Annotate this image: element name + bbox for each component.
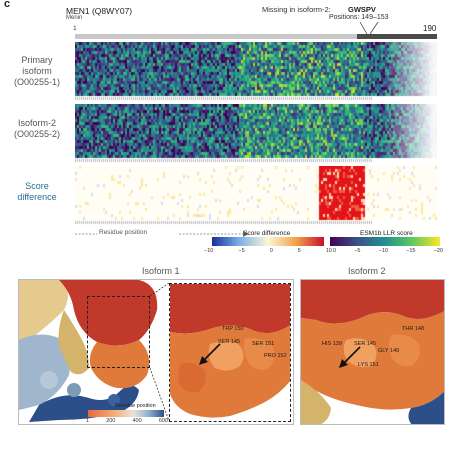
heatmap-score-difference	[75, 166, 437, 226]
axis-end: 190	[423, 24, 437, 33]
arrow-ser145-iso1	[199, 343, 221, 365]
score-diff-colorbar	[212, 237, 324, 246]
isoform1-title: Isoform 1	[142, 266, 180, 276]
protein-subtitle: Menin	[66, 15, 83, 21]
row-label-primary: Primary isoform (O00255-1)	[13, 55, 61, 87]
isoform1-zoom-structure	[170, 284, 290, 421]
label-ser151: SER 151	[252, 341, 275, 347]
zoom-region-box	[87, 296, 150, 368]
residue-position-ticks: 1 200 400 600	[86, 418, 168, 424]
residue-position-colorbar	[88, 410, 164, 417]
score-diff-ticks: −10 −5 0 5 10	[204, 248, 332, 254]
isoform2-title: Isoform 2	[348, 266, 386, 276]
residue-position-bar-title: Residue position	[115, 403, 156, 409]
row-label-isoform2: Isoform-2 (O00255-2)	[13, 118, 61, 139]
label-his139: HIS 139	[322, 341, 342, 347]
arrow-ser145-iso2	[339, 346, 361, 368]
sequence-bar	[75, 21, 437, 39]
llr-colorbar	[330, 237, 440, 246]
residue-axis-arrow	[75, 231, 249, 237]
protein-title: MEN1 (Q8WY07)	[66, 6, 133, 16]
label-gly149: GLY 149	[378, 348, 400, 354]
score-diff-colorbar-title: Score difference	[243, 230, 291, 237]
missing-positions: Positions: 149–153	[329, 14, 389, 21]
missing-label: Missing in isoform-2:	[262, 5, 331, 14]
missing-sequence: GWSPV	[348, 5, 376, 14]
label-lys151: LYS 151	[358, 362, 379, 368]
heatmap-isoform2	[75, 104, 437, 164]
label-pro152: PRO 152	[264, 353, 287, 359]
axis-start: 1	[73, 25, 77, 32]
label-ser145-iso1: SER 145	[218, 339, 241, 345]
isoform1-zoom-panel	[169, 283, 291, 422]
label-thr148: THR 148	[402, 326, 425, 332]
residue-position-label: Residue position	[99, 229, 148, 236]
llr-ticks: 0 −5 −10 −15 −20	[333, 248, 443, 254]
label-ser145-iso2: SER 145	[354, 341, 377, 347]
panel-letter: c	[4, 0, 11, 10]
heatmap-primary-isoform	[75, 42, 437, 102]
isoform1-panel	[18, 279, 294, 425]
zoom-connector-lines	[150, 282, 170, 422]
isoform2-structure	[301, 280, 444, 424]
isoform2-panel	[300, 279, 445, 425]
label-trp150: TRP 150	[222, 326, 244, 332]
llr-colorbar-title: ESM1b LLR score	[360, 230, 413, 237]
row-label-score-difference: Score difference	[17, 181, 57, 202]
